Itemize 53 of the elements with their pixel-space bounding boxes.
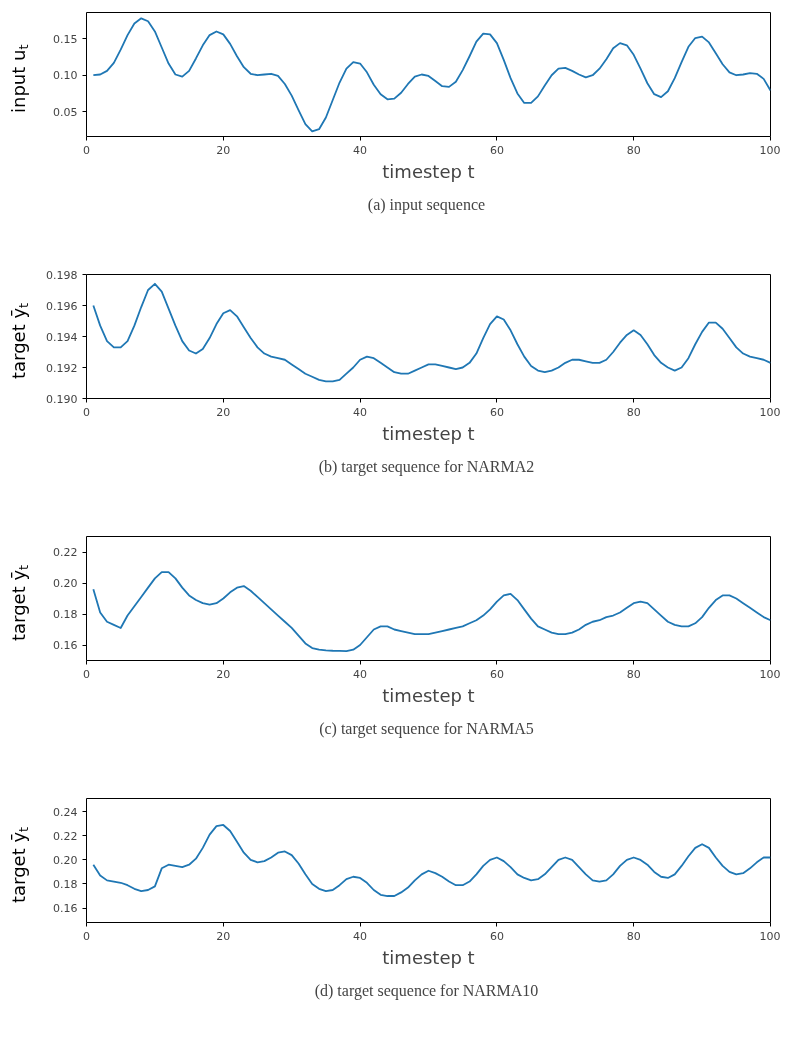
x-tick-label: 40 [353,667,368,681]
y-tick-label: 0.18 [53,608,78,621]
x-axis-title: timestep t [382,946,475,968]
x-tick-label: 20 [216,929,231,943]
x-tick-label: 0 [83,405,90,419]
x-tick-label: 40 [353,929,368,943]
y-tick-label: 0.20 [53,853,78,867]
y-tick-label: 0.18 [53,877,78,891]
line-series [92,17,771,133]
x-tick-label: 40 [353,405,368,419]
line-series [92,824,771,897]
x-tick-label: 60 [489,667,504,681]
y-tick-label: 0.196 [46,299,78,313]
x-tick-label: 80 [626,667,641,681]
x-tick-label: 80 [626,405,641,419]
line-series [92,282,771,383]
x-tick-label: 20 [216,143,231,157]
y-tick-label: 0.192 [46,361,78,375]
x-tick-label: 80 [626,143,641,157]
x-tick-label: 60 [489,143,504,157]
y-tick-label: 0.194 [46,330,78,344]
x-tick-label: 100 [759,405,781,419]
x-tick-label: 20 [216,405,231,419]
x-axis-title: timestep t [382,684,475,706]
x-tick-label: 0 [83,143,90,157]
y-tick-label: 0.16 [53,902,78,916]
y-tick-label: 0.22 [53,546,78,559]
y-tick-label: 0.10 [53,69,78,83]
x-tick-label: 100 [759,929,781,943]
y-tick-label: 0.05 [53,105,78,119]
x-axis-title: timestep t [382,160,475,182]
x-tick-label: 40 [353,143,368,157]
y-tick-label: 0.190 [46,392,78,406]
line-series [92,571,771,653]
text: (c) target sequence for NARMA5 [319,719,534,738]
x-tick-label: 60 [489,405,504,419]
x-tick-label: 80 [626,929,641,943]
text: (a) input sequence [367,195,486,214]
x-tick-label: 0 [83,667,90,681]
x-tick-label: 0 [83,929,90,943]
text: (d) target sequence for NARMA10 [314,981,539,1000]
y-tick-label: 0.22 [53,829,78,843]
y-tick-label: 0.20 [53,577,78,590]
y-tick-label: 0.15 [53,32,78,46]
x-tick-label: 20 [216,667,231,681]
x-tick-label: 60 [489,929,504,943]
x-tick-label: 100 [759,143,781,157]
y-tick-label: 0.198 [46,268,78,282]
y-tick-label: 0.16 [53,639,78,652]
x-tick-label: 100 [759,667,781,681]
x-axis-title: timestep t [382,422,475,444]
text: (b) target sequence for NARMA2 [318,457,535,476]
y-tick-label: 0.24 [53,805,78,819]
